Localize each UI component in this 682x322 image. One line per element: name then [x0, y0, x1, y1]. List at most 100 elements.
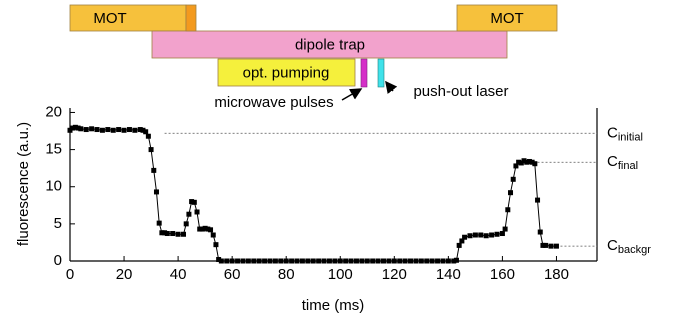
data-point [78, 126, 84, 132]
data-point [540, 242, 546, 248]
data-point [229, 258, 235, 264]
data-point [553, 243, 559, 249]
data-point [510, 176, 516, 182]
data-point [445, 258, 451, 264]
data-point [175, 231, 181, 237]
data-line [69, 126, 557, 262]
x-tick-label: 100 [328, 266, 353, 283]
data-point [343, 258, 349, 264]
pushout-pulse [377, 58, 385, 88]
data-point [529, 159, 535, 165]
sequence-label: dipole trap [295, 36, 365, 53]
data-point [110, 127, 116, 133]
data-point [151, 167, 157, 173]
data-point [453, 257, 459, 263]
data-point [418, 258, 424, 264]
data-point [305, 258, 311, 264]
data-point [483, 233, 489, 239]
data-point [499, 231, 505, 237]
reference-label: Cbackgr [607, 237, 651, 256]
data-point [153, 189, 159, 195]
data-point [435, 258, 441, 264]
data-point [375, 258, 381, 264]
data-point [89, 126, 95, 132]
data-point [526, 158, 532, 164]
data-point [462, 234, 468, 240]
data-point [121, 127, 127, 133]
data-point [459, 238, 465, 244]
data-point [548, 243, 554, 249]
data-point [186, 211, 192, 217]
data-point [535, 197, 541, 203]
data-point [205, 226, 211, 232]
data-point [532, 161, 538, 167]
sequence-label: opt. pumping [243, 64, 330, 81]
data-point [391, 258, 397, 264]
data-point [489, 232, 495, 238]
data-point [408, 258, 414, 264]
data-point [148, 147, 154, 153]
reference-label: Cinitial [607, 124, 643, 143]
data-point [467, 233, 473, 239]
data-point [413, 258, 419, 264]
data-point [359, 258, 365, 264]
data-point [505, 207, 511, 213]
data-point [364, 258, 370, 264]
data-point [353, 258, 359, 264]
x-tick-label: 140 [436, 266, 461, 283]
data-point [224, 258, 230, 264]
data-point [429, 258, 435, 264]
data-point [194, 209, 200, 215]
data-point [267, 258, 273, 264]
sequence-label: MOT [490, 10, 523, 27]
data-point [72, 124, 78, 130]
sequence-box [69, 4, 187, 32]
reference-symbol: C [607, 237, 618, 254]
data-point [170, 231, 176, 237]
data-point [159, 230, 165, 236]
data-point [208, 227, 214, 233]
data-point [370, 258, 376, 264]
data-point [235, 258, 241, 264]
data-point [521, 158, 527, 164]
data-point [183, 221, 189, 227]
data-point [310, 258, 316, 264]
callout-arrow [341, 88, 363, 101]
data-point [380, 258, 386, 264]
data-point [397, 258, 403, 264]
data-point [251, 258, 257, 264]
data-point [75, 125, 81, 131]
reference-symbol: C [607, 153, 618, 170]
data-point [386, 258, 392, 264]
reference-subscript: initial [618, 131, 643, 143]
mot-end [185, 4, 197, 32]
data-point [191, 199, 197, 205]
data-point [105, 127, 111, 133]
data-point [70, 125, 76, 131]
microwave-pulse [360, 58, 368, 88]
x-tick-label: 20 [116, 266, 133, 283]
data-point [316, 258, 322, 264]
data-point [456, 242, 462, 248]
data-point [99, 127, 105, 133]
data-point [210, 232, 216, 238]
data-point [164, 231, 170, 237]
data-point [424, 258, 430, 264]
data-point [299, 258, 305, 264]
data-point [283, 258, 289, 264]
data-point [472, 232, 478, 238]
data-point [145, 133, 151, 139]
data-point [402, 258, 408, 264]
data-point [67, 127, 73, 133]
data-point [278, 258, 284, 264]
sequence-box [151, 30, 508, 59]
data-point [262, 258, 268, 264]
data-point [143, 129, 149, 135]
x-tick-label: 40 [170, 266, 187, 283]
data-point [516, 159, 522, 165]
y-tick-label: 0 [54, 252, 62, 269]
callout-label: microwave pulses [214, 94, 333, 111]
data-point [332, 258, 338, 264]
x-tick-label: 180 [544, 266, 569, 283]
data-point [189, 199, 195, 205]
